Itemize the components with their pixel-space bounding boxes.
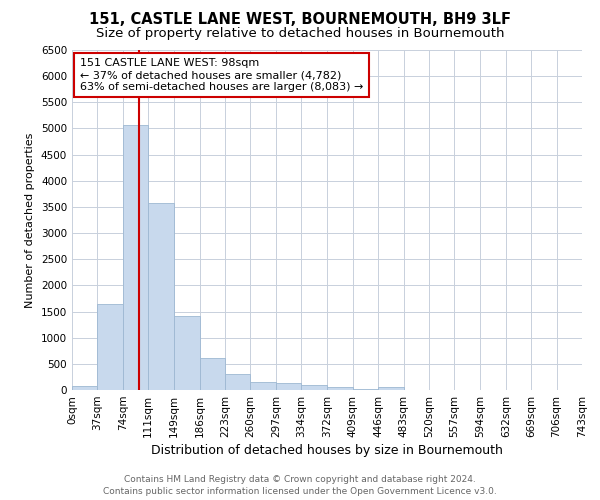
Text: Size of property relative to detached houses in Bournemouth: Size of property relative to detached ho… [96, 28, 504, 40]
Y-axis label: Number of detached properties: Number of detached properties [25, 132, 35, 308]
Bar [174, 316, 200, 390]
Bar [250, 382, 276, 390]
Bar [353, 388, 378, 390]
Bar [148, 202, 174, 390]
Text: 151, CASTLE LANE WEST, BOURNEMOUTH, BH9 3LF: 151, CASTLE LANE WEST, BOURNEMOUTH, BH9 … [89, 12, 511, 28]
Bar [123, 126, 148, 390]
Bar [225, 374, 250, 390]
Bar [276, 382, 301, 390]
Bar [72, 386, 97, 390]
Bar [301, 385, 328, 390]
Bar [378, 387, 404, 390]
Text: Contains HM Land Registry data © Crown copyright and database right 2024.
Contai: Contains HM Land Registry data © Crown c… [103, 474, 497, 496]
X-axis label: Distribution of detached houses by size in Bournemouth: Distribution of detached houses by size … [151, 444, 503, 457]
Bar [97, 304, 123, 390]
Bar [328, 388, 353, 390]
Text: 151 CASTLE LANE WEST: 98sqm
← 37% of detached houses are smaller (4,782)
63% of : 151 CASTLE LANE WEST: 98sqm ← 37% of det… [80, 58, 363, 92]
Bar [200, 358, 225, 390]
